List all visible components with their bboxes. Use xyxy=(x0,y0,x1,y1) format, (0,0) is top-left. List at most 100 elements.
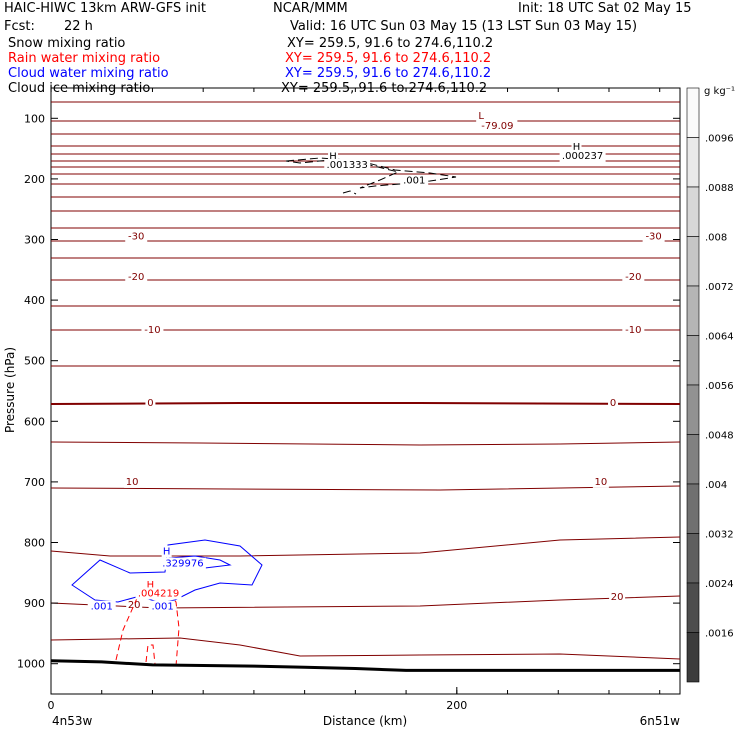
rain-water-contour xyxy=(145,644,156,665)
isotherm-label-background xyxy=(145,397,156,410)
isotherm-line xyxy=(50,441,681,446)
y-tick-label: 600 xyxy=(24,415,45,428)
isotherm-label-background xyxy=(124,475,141,488)
colorbar-swatch xyxy=(686,137,700,188)
legend-snow-xy: XY= 259.5, 91.6 to 274.6,110.2 xyxy=(287,36,494,51)
colorbar-tick-label: .004 xyxy=(705,480,727,491)
isotherm-line xyxy=(50,402,681,405)
cloud-ice-label: .000237 xyxy=(562,151,603,162)
isotherm-label-background xyxy=(592,475,609,488)
isotherm-label-background xyxy=(125,230,148,243)
colorbar-swatch xyxy=(686,335,700,386)
y-tick-label: 300 xyxy=(24,234,45,247)
chart-title: HAIC-HIWC 13km ARW-GFS init xyxy=(4,1,206,16)
colorbar-tick-label: .0056 xyxy=(705,381,734,392)
cloud-ice-label-background xyxy=(328,150,339,163)
legend-cloudwater-xy: XY= 259.5, 91.6 to 274.6,110.2 xyxy=(285,66,492,81)
organization-label: NCAR/MMM xyxy=(273,1,348,16)
colorbar-swatch xyxy=(686,483,700,534)
isotherm-label: 0 xyxy=(147,398,153,409)
x-end-location: 6n51w xyxy=(640,714,681,728)
y-tick-label: 800 xyxy=(24,537,45,550)
cloud-water-label: .001 xyxy=(151,602,173,613)
colorbar-tick-label: .0032 xyxy=(705,530,734,541)
colorbar-swatch xyxy=(686,285,700,336)
colorbar-swatch xyxy=(686,186,700,237)
isotherm-label: -79.09 xyxy=(481,121,513,132)
isotherm-label: 20 xyxy=(611,592,624,603)
cloud-ice-label-background xyxy=(571,140,582,153)
isotherm-label: L xyxy=(478,111,484,122)
colorbar-swatch xyxy=(686,434,700,485)
cloud-water-label: H xyxy=(163,547,171,558)
y-tick-label: 400 xyxy=(24,294,45,307)
cloud-ice-label: .001 xyxy=(403,176,425,187)
cloud-ice-label: .001333 xyxy=(327,160,368,171)
plot-frame xyxy=(50,87,681,695)
cloud-ice-contour xyxy=(285,157,457,189)
cloud-water-label-background xyxy=(161,545,172,558)
colorbar-tick-label: .0064 xyxy=(705,332,734,343)
isotherm-label-background xyxy=(125,271,148,284)
colorbar-unit: g kg⁻¹ xyxy=(704,86,735,97)
isotherm-label-background xyxy=(126,598,143,611)
cloud-ice-contours xyxy=(285,157,457,195)
x-tick-label: 200 xyxy=(446,699,467,712)
isotherm-label: -30 xyxy=(645,231,661,242)
legend-cloudwater-name: Cloud water mixing ratio xyxy=(8,66,169,81)
isotherm-line xyxy=(50,536,681,557)
y-tick-label: 100 xyxy=(24,112,45,125)
rain-water-label: .004219 xyxy=(138,588,179,599)
isotherm-label-background xyxy=(622,323,645,336)
colorbar-swatch xyxy=(686,236,700,287)
isotherm-line xyxy=(50,595,681,609)
isotherm-label-background xyxy=(141,323,164,336)
isotherm-label-background xyxy=(642,230,665,243)
isotherm-label-background xyxy=(622,271,645,284)
legend-rain-name: Rain water mixing ratio xyxy=(8,51,161,66)
legend-rain-xy: XY= 259.5, 91.6 to 274.6,110.2 xyxy=(285,51,492,66)
isotherm-label-background xyxy=(609,591,626,604)
isotherm-line xyxy=(50,637,681,660)
isotherm-label: 10 xyxy=(595,477,608,488)
cloud-water-label-background xyxy=(87,600,116,613)
colorbar-tick-label: .0048 xyxy=(705,431,734,442)
forecast-label: Fcst: xyxy=(4,19,35,34)
rain-water-label: H xyxy=(147,580,155,591)
cloud-water-label: .329976 xyxy=(162,559,203,570)
y-tick-label: 700 xyxy=(24,476,45,489)
isotherm-label: -20 xyxy=(625,272,641,283)
cloud-ice-label-background xyxy=(559,149,606,162)
isotherm-label: 10 xyxy=(126,477,139,488)
x-axis-title: Distance (km) xyxy=(323,714,407,728)
y-tick-label: 500 xyxy=(24,355,45,368)
surface-pressure-line xyxy=(50,659,680,672)
colorbar-swatch xyxy=(686,582,700,633)
isotherm-label: -20 xyxy=(128,272,144,283)
colorbar-tick-label: .0096 xyxy=(705,134,734,145)
rain-water-label-background xyxy=(145,578,156,591)
isotherm-label: -10 xyxy=(625,325,641,336)
isotherm-label-background xyxy=(476,109,487,122)
colorbar-tick-label: .0024 xyxy=(705,579,734,590)
isotherm-label: 0 xyxy=(610,398,616,409)
cloud-ice-label: H xyxy=(329,151,337,162)
isotherm-label: -10 xyxy=(144,325,160,336)
isotherm-label: -30 xyxy=(128,231,144,242)
colorbar-swatch xyxy=(686,533,700,584)
cloud-water-labels: H.329976.001.001 xyxy=(87,545,206,613)
colorbar-swatch xyxy=(686,632,700,683)
y-tick-label: 1000 xyxy=(17,658,45,671)
isotherm-line xyxy=(50,485,681,491)
cloud-ice-label-background xyxy=(400,174,429,187)
temperature-isotherms xyxy=(50,101,681,660)
x-start-location: 4n53w xyxy=(52,714,93,728)
forecast-hours: 22 h xyxy=(64,19,93,34)
cloud-water-label-background xyxy=(159,557,206,570)
colorbar-tick-label: .0088 xyxy=(705,183,734,194)
colorbar-tick-label: .008 xyxy=(705,233,727,244)
valid-time: Valid: 16 UTC Sun 03 May 15 (13 LST Sun … xyxy=(290,19,638,34)
